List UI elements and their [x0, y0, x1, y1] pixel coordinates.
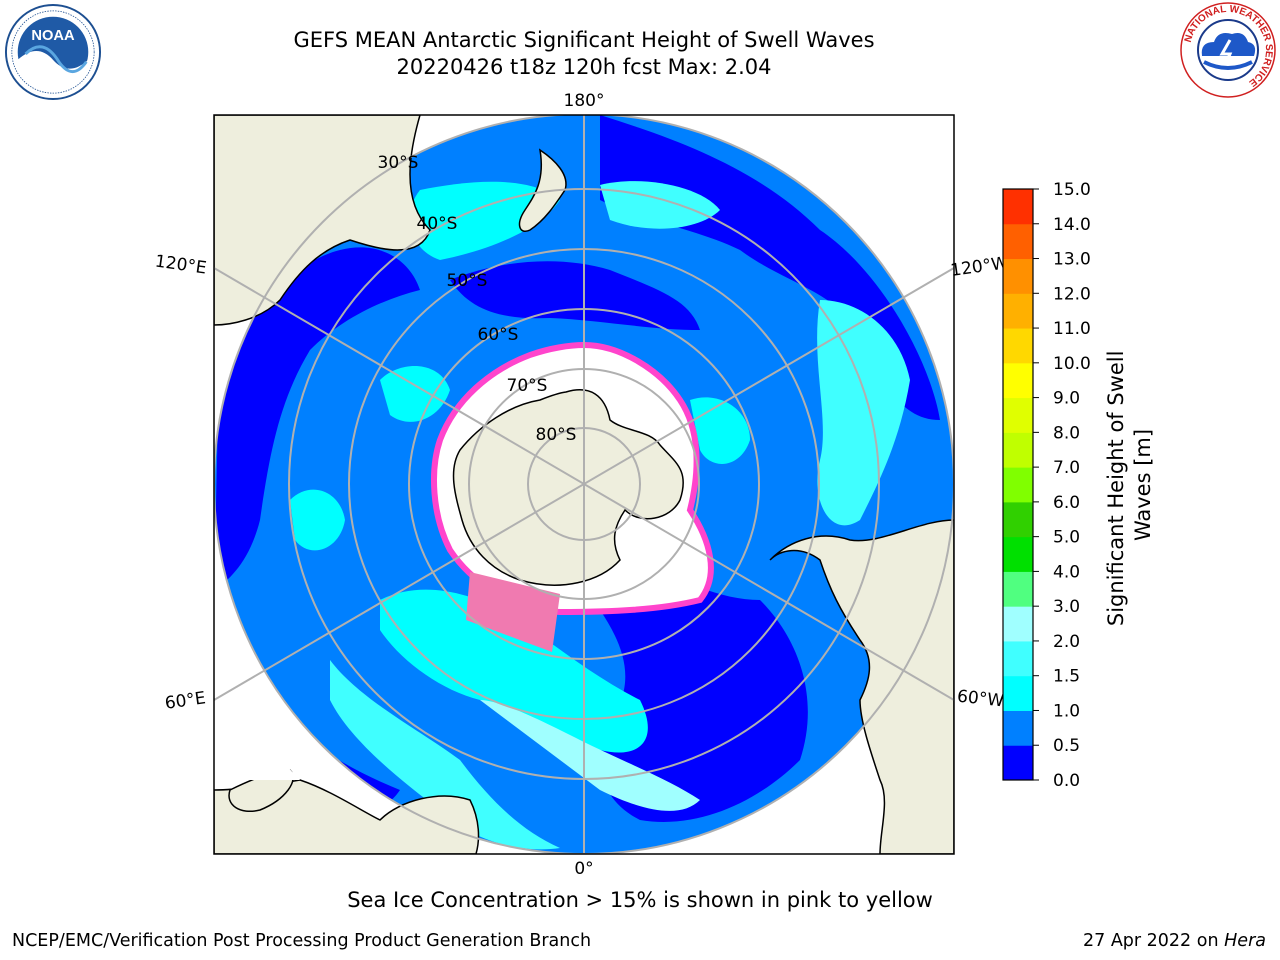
colorbar-segment [1003, 571, 1033, 607]
colorbar-segment [1003, 189, 1033, 225]
date-text: 27 Apr 2022 on Hera [1083, 931, 1266, 951]
host-name: Hera [1224, 931, 1266, 951]
colorbar-tick-label: 4.0 [1053, 562, 1080, 582]
graticule [214, 115, 954, 854]
outside-domain [214, 600, 300, 780]
nws-logo-icon: NATIONAL WEATHER SERVICE [1180, 2, 1276, 98]
chart-title: GEFS MEAN Antarctic Significant Height o… [293, 28, 875, 52]
sea-ice-note: Sea Ice Concentration > 15% is shown in … [347, 888, 933, 912]
colorbar-tick-label: 15.0 [1053, 180, 1091, 200]
colorbar-segment [1003, 745, 1033, 781]
swell-patch-mid [380, 366, 450, 422]
colorbar-segment [1003, 501, 1033, 538]
colorbar-segment [1003, 328, 1033, 364]
swell-patch-mid [409, 181, 560, 260]
map-field [214, 115, 954, 854]
colorbar-segment [1003, 710, 1033, 746]
colorbar-tick-label: 2.0 [1053, 632, 1080, 652]
swell-patch-low [450, 261, 700, 330]
noaa-logo-icon: NOAA [4, 3, 102, 101]
lon-label: 180° [564, 91, 605, 111]
colorbar: 0.0 0.5 1.0 1.5 2.0 3.0 4.0 5.0 6.0 7.0 8.0 9.0 10.0… [1003, 180, 1091, 791]
swell-patch-mid [380, 589, 648, 753]
swell-patch-mid [480, 700, 700, 811]
colorbar-tick-label: 0.5 [1053, 736, 1080, 756]
colorbar-segment [1003, 467, 1033, 503]
colorbar-segment [1003, 675, 1033, 711]
lon-label: 120°W [949, 253, 1009, 281]
antarctica-land [452, 389, 684, 586]
colorbar-tick-label: 9.0 [1053, 389, 1080, 409]
lat-label: 50°S [447, 271, 488, 291]
colorbar-tick-label: 1.5 [1053, 667, 1080, 687]
colorbar-tick-label: 11.0 [1053, 319, 1091, 339]
colorbar-tick-label: 12.0 [1053, 284, 1091, 304]
colorbar-frame [1002, 188, 1034, 781]
colorbar-tick-label: 1.0 [1053, 701, 1080, 721]
colorbar-tick-label: 10.0 [1053, 354, 1091, 374]
colorbar-segment [1003, 362, 1033, 399]
australia-land [214, 115, 431, 326]
colorbar-tick-label: 7.0 [1053, 458, 1080, 478]
colorbar-segment [1003, 606, 1033, 642]
svg-text:Significant Height of Swell: Significant Height of Swell Waves [m] [1104, 344, 1155, 626]
date-value: 27 Apr 2022 on [1082, 931, 1219, 951]
noaa-logo-text: NOAA [31, 28, 75, 44]
colorbar-segment [1003, 640, 1033, 677]
colorbar-segment [1003, 432, 1033, 468]
colorbar-segment [1003, 536, 1033, 572]
swell-patch-low [214, 247, 420, 591]
lat-label: 30°S [378, 153, 419, 173]
colorbar-tick-label: 6.0 [1053, 493, 1080, 513]
colorbar-tick-label: 3.0 [1053, 597, 1080, 617]
lon-label: 0° [574, 859, 593, 879]
colorbar-segment [1003, 293, 1033, 329]
colorbar-segment [1003, 258, 1033, 294]
lat-label: 40°S [417, 214, 458, 234]
lat-label: 80°S [536, 425, 577, 445]
colorbar-segment [1003, 223, 1033, 260]
colorbar-tick-label: 14.0 [1053, 215, 1091, 235]
colorbar-tick-label: 0.0 [1053, 771, 1080, 791]
swell-patch-low [600, 560, 808, 822]
swell-patch-mid [290, 489, 345, 551]
colorbar-tick-label: 8.0 [1053, 423, 1080, 443]
lon-label: 60°W [956, 687, 1005, 712]
colorbar-tick-label: 13.0 [1053, 250, 1091, 270]
colorbar-label: Significant Height of Swell [1104, 351, 1128, 627]
swell-patch-mid [330, 660, 560, 850]
lon-label: 60°E [164, 688, 207, 713]
colorbar-label: Waves [m] [1131, 429, 1155, 541]
credit-text: NCEP/EMC/Verification Post Processing Pr… [12, 931, 592, 951]
colorbar-segment [1003, 397, 1033, 433]
sea-ice-patch [466, 572, 560, 652]
lat-label: 70°S [507, 376, 548, 396]
map-frame [213, 114, 955, 855]
south-america-land [769, 519, 954, 854]
lon-label: 120°E [154, 252, 208, 279]
swell-field [214, 115, 940, 850]
colorbar-tick-label: 5.0 [1053, 528, 1080, 548]
chart-subtitle: 20220426 t18z 120h fcst Max: 2.04 [396, 55, 772, 79]
lat-label: 60°S [478, 325, 519, 345]
swell-patch-mid [817, 300, 910, 526]
